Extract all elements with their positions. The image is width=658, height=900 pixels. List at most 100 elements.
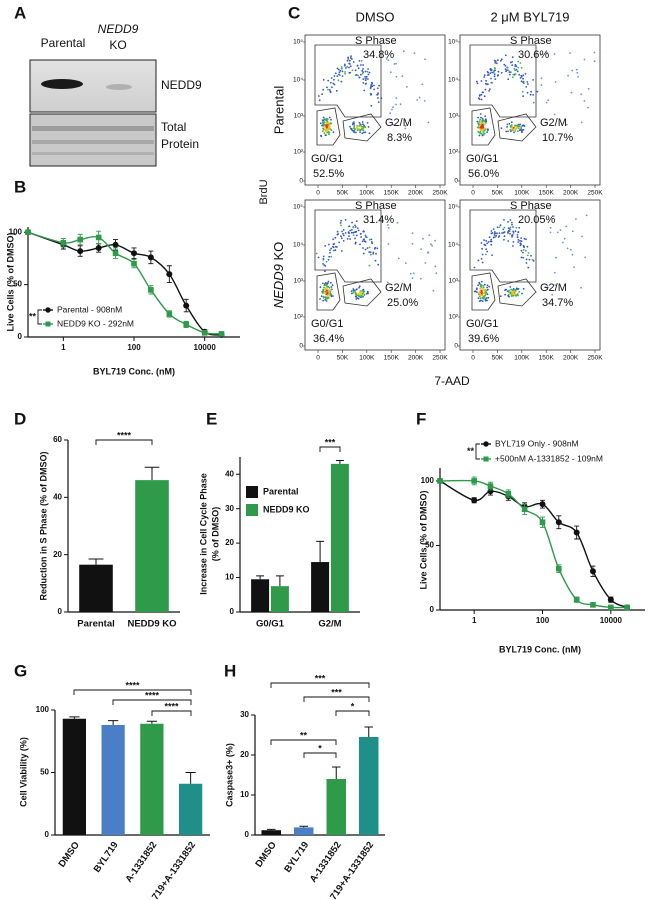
density-dot bbox=[336, 75, 339, 77]
error-bar bbox=[316, 540, 325, 563]
density-dot bbox=[526, 81, 529, 83]
density-dot bbox=[391, 108, 393, 111]
marker bbox=[607, 596, 614, 603]
density-dot bbox=[352, 288, 355, 290]
error-bar bbox=[144, 466, 160, 481]
legend-label: BYL719 Only - 908nM bbox=[495, 438, 579, 448]
density-dot bbox=[354, 69, 357, 72]
density-dot bbox=[332, 249, 335, 252]
density-dot bbox=[354, 226, 357, 228]
density-dot bbox=[324, 128, 326, 131]
density-dot bbox=[328, 286, 331, 289]
density-dot bbox=[387, 224, 389, 226]
density-dot bbox=[327, 286, 329, 288]
marker bbox=[608, 604, 614, 611]
density-dot bbox=[359, 291, 362, 293]
density-dot bbox=[494, 232, 497, 235]
density-dot bbox=[350, 290, 353, 292]
density-dot bbox=[506, 66, 509, 69]
density-dot bbox=[330, 255, 333, 258]
x-tick-label: 150K bbox=[539, 190, 555, 197]
density-dot bbox=[504, 65, 507, 67]
column-title: 2 μM BYL719 bbox=[490, 9, 569, 24]
density-dot bbox=[504, 54, 507, 57]
density-dot bbox=[375, 252, 377, 255]
density-dot bbox=[481, 247, 483, 250]
density-dot bbox=[480, 98, 483, 101]
density-dot bbox=[322, 122, 324, 125]
density-dot bbox=[508, 71, 511, 73]
density-dot bbox=[376, 247, 379, 250]
density-dot bbox=[329, 81, 332, 84]
density-dot bbox=[361, 240, 364, 243]
density-dot bbox=[326, 124, 329, 126]
y-tick-label: 10² bbox=[449, 149, 459, 156]
density-dot bbox=[511, 76, 514, 79]
density-dot bbox=[363, 131, 365, 134]
density-dot bbox=[331, 86, 333, 89]
y-tick-label: 100 bbox=[9, 227, 23, 236]
density-dot bbox=[362, 252, 365, 255]
density-dot bbox=[479, 113, 482, 115]
x-tick-label: 100K bbox=[359, 355, 375, 362]
density-dot bbox=[512, 226, 514, 228]
density-dot bbox=[483, 95, 486, 98]
density-dot bbox=[510, 295, 513, 297]
gate-percent: 39.6% bbox=[468, 333, 499, 345]
blot-label: NEDD9 bbox=[161, 78, 202, 92]
gate-label: G2/M bbox=[540, 282, 567, 294]
density-dot bbox=[503, 235, 506, 238]
density-dot bbox=[514, 69, 516, 72]
density-dot bbox=[434, 265, 437, 268]
density-dot bbox=[347, 58, 350, 60]
density-dot bbox=[347, 56, 349, 59]
x-tick-label: 250K bbox=[432, 190, 448, 197]
bar bbox=[135, 480, 169, 612]
density-dot bbox=[487, 296, 490, 299]
density-dot bbox=[515, 226, 518, 229]
density-dot bbox=[340, 237, 343, 240]
density-dot bbox=[427, 251, 429, 254]
density-dot bbox=[344, 72, 346, 75]
density-dot bbox=[362, 123, 364, 126]
density-dot bbox=[339, 222, 342, 224]
density-dot bbox=[327, 295, 330, 298]
density-dot bbox=[486, 71, 489, 73]
density-dot bbox=[424, 262, 427, 264]
lane-label: KO bbox=[109, 38, 126, 52]
density-dot bbox=[395, 97, 398, 99]
density-dot bbox=[488, 90, 490, 92]
density-dot bbox=[367, 292, 369, 295]
density-dot bbox=[504, 68, 507, 71]
density-dot bbox=[328, 292, 330, 294]
density-dot bbox=[340, 80, 343, 83]
density-dot bbox=[540, 53, 542, 56]
plot-frame bbox=[304, 34, 446, 186]
y-tick-label: 40 bbox=[53, 492, 62, 501]
density-dot bbox=[567, 74, 569, 77]
panel-letter: A bbox=[14, 3, 26, 22]
x-tick-label: 100K bbox=[514, 190, 530, 197]
bar bbox=[326, 779, 346, 835]
density-dot bbox=[368, 238, 371, 241]
density-dot bbox=[420, 277, 422, 280]
density-dot bbox=[496, 232, 498, 235]
density-dot bbox=[504, 289, 506, 291]
density-dot bbox=[575, 218, 577, 220]
density-dot bbox=[505, 70, 507, 73]
panel-letter: D bbox=[14, 409, 26, 428]
density-dot bbox=[373, 84, 375, 87]
x-tick-label: A-1331852 bbox=[308, 840, 344, 885]
density-dot bbox=[322, 255, 325, 258]
density-dot bbox=[561, 241, 564, 244]
density-dot bbox=[553, 53, 556, 55]
density-dot bbox=[498, 226, 501, 229]
density-dot bbox=[507, 78, 510, 81]
density-dot bbox=[512, 241, 515, 243]
density-dot bbox=[357, 229, 360, 232]
density-dot bbox=[565, 225, 568, 228]
density-dot bbox=[335, 89, 338, 92]
density-dot bbox=[479, 130, 482, 133]
density-dot bbox=[359, 125, 362, 128]
density-dot bbox=[487, 241, 490, 243]
